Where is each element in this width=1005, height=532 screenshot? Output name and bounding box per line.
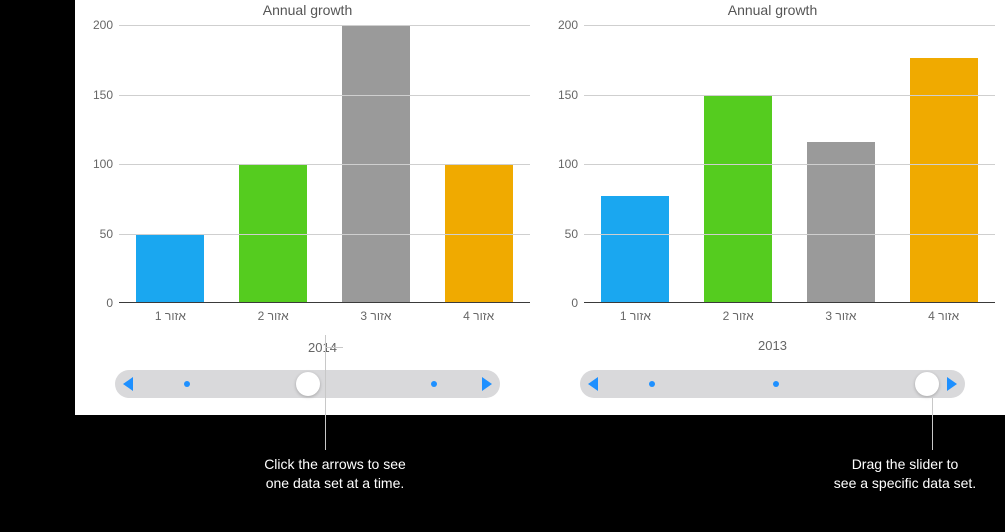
slider-dot <box>431 381 437 387</box>
y-tick-label: 150 <box>542 88 578 102</box>
y-tick-label: 0 <box>77 296 113 310</box>
plot-area-right: אזור 1אזור 2אזור 3אזור 4 050100150200 <box>584 25 995 303</box>
slider-prev-arrow[interactable] <box>123 377 133 391</box>
y-tick-label: 100 <box>77 157 113 171</box>
slider-next-arrow[interactable] <box>947 377 957 391</box>
x-axis <box>584 302 995 303</box>
x-axis <box>119 302 530 303</box>
y-tick-label: 0 <box>542 296 578 310</box>
chart-canvas: Annual growth אזור 1אזור 2אזור 3אזור 4 0… <box>75 0 1005 415</box>
gridline <box>119 95 530 96</box>
x-tick-label: אזור 2 <box>723 309 754 323</box>
leader-line <box>325 347 343 348</box>
y-tick-label: 150 <box>77 88 113 102</box>
x-tick-label: אזור 4 <box>928 309 959 323</box>
year-label-left: 2014 <box>75 340 540 355</box>
y-tick-label: 100 <box>542 157 578 171</box>
x-tick-label: אזור 2 <box>258 309 289 323</box>
slider-dot <box>649 381 655 387</box>
chart-pane-right: Annual growth אזור 1אזור 2אזור 3אזור 4 0… <box>540 0 1005 415</box>
slider-next-arrow[interactable] <box>482 377 492 391</box>
bar <box>807 142 875 303</box>
y-tick-label: 50 <box>77 227 113 241</box>
y-tick-label: 200 <box>542 18 578 32</box>
slider-dot <box>773 381 779 387</box>
x-tick-label: אזור 4 <box>463 309 494 323</box>
bar <box>136 235 204 303</box>
leader-line <box>932 398 933 450</box>
slider-dot <box>184 381 190 387</box>
x-tick-label: אזור 1 <box>155 309 186 323</box>
plot-area-left: אזור 1אזור 2אזור 3אזור 4 050100150200 <box>119 25 530 303</box>
callout-arrows: Click the arrows to see one data set at … <box>225 455 445 493</box>
chart-title: Annual growth <box>75 2 540 18</box>
x-tick-label: אזור 3 <box>360 309 391 323</box>
gridline <box>119 25 530 26</box>
callout-slider: Drag the slider to see a specific data s… <box>810 455 1000 493</box>
data-set-slider-right[interactable] <box>580 370 965 398</box>
year-label-right: 2013 <box>540 338 1005 353</box>
chart-pane-left: Annual growth אזור 1אזור 2אזור 3אזור 4 0… <box>75 0 540 415</box>
bar <box>601 196 669 303</box>
x-tick-label: אזור 1 <box>620 309 651 323</box>
chart-title: Annual growth <box>540 2 1005 18</box>
slider-knob[interactable] <box>296 372 320 396</box>
slider-knob[interactable] <box>915 372 939 396</box>
gridline <box>584 95 995 96</box>
y-tick-label: 200 <box>77 18 113 32</box>
y-tick-label: 50 <box>542 227 578 241</box>
gridline <box>119 164 530 165</box>
gridline <box>584 164 995 165</box>
gridline <box>119 234 530 235</box>
leader-line <box>325 335 326 450</box>
x-tick-label: אזור 3 <box>825 309 856 323</box>
data-set-slider-left[interactable] <box>115 370 500 398</box>
slider-prev-arrow[interactable] <box>588 377 598 391</box>
gridline <box>584 234 995 235</box>
gridline <box>584 25 995 26</box>
bar <box>704 95 772 304</box>
